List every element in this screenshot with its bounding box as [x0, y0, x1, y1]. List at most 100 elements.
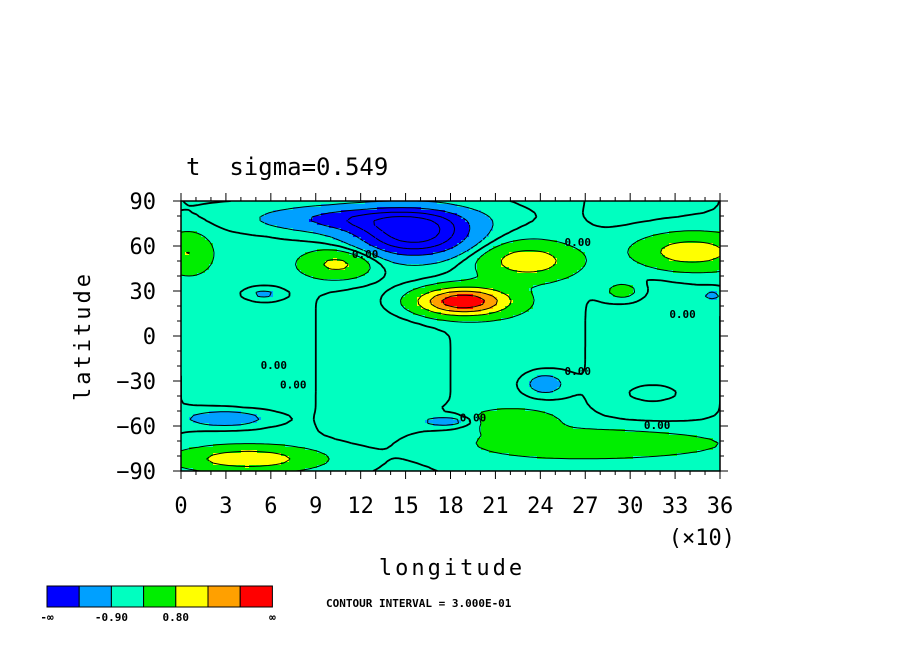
field-cell — [629, 273, 634, 277]
field-cell — [521, 258, 526, 262]
field-cell — [197, 219, 202, 223]
field-cell — [569, 234, 574, 238]
field-cell — [425, 234, 430, 238]
field-cell — [353, 267, 358, 271]
field-cell — [665, 273, 670, 277]
field-cell — [237, 261, 242, 265]
field-cell — [613, 258, 618, 262]
field-cell — [389, 291, 394, 295]
field-cell — [629, 261, 634, 265]
field-cell — [421, 300, 426, 304]
field-cell — [601, 300, 606, 304]
field-cell — [277, 219, 282, 223]
field-cell — [381, 213, 386, 217]
field-cell — [265, 282, 270, 286]
field-cell — [669, 294, 674, 298]
field-cell — [589, 282, 594, 286]
field-cell — [365, 258, 370, 262]
field-cell — [309, 258, 314, 262]
field-cell — [661, 219, 666, 223]
field-cell — [541, 243, 546, 247]
field-cell — [293, 273, 298, 277]
field-cell — [181, 234, 186, 238]
field-cell — [305, 303, 310, 307]
field-cell — [545, 207, 550, 211]
field-cell — [537, 249, 542, 253]
field-cell — [689, 288, 694, 292]
field-cell — [377, 264, 382, 268]
field-cell — [389, 282, 394, 286]
field-cell — [197, 297, 202, 301]
field-cell — [429, 228, 434, 232]
field-cell — [681, 279, 686, 283]
field-cell — [637, 288, 642, 292]
field-cell — [241, 228, 246, 232]
field-cell — [533, 222, 538, 226]
field-cell — [605, 267, 610, 271]
field-cell — [633, 225, 638, 229]
field-cell — [657, 267, 662, 271]
field-cell — [665, 306, 670, 310]
field-cell — [281, 240, 286, 244]
field-cell — [681, 270, 686, 274]
field-cell — [573, 240, 578, 244]
field-cell — [713, 243, 718, 247]
field-cell — [513, 207, 518, 211]
field-cell — [461, 237, 466, 241]
field-cell — [537, 276, 542, 280]
field-cell — [573, 237, 578, 241]
field-cell — [193, 228, 198, 232]
field-cell — [469, 222, 474, 226]
field-cell — [629, 249, 634, 253]
field-cell — [545, 306, 550, 310]
field-cell — [629, 213, 634, 217]
field-cell — [409, 246, 414, 250]
field-cell — [369, 240, 374, 244]
field-cell — [485, 291, 490, 295]
field-cell — [365, 273, 370, 277]
field-cell — [393, 222, 398, 226]
field-cell — [537, 303, 542, 307]
field-cell — [421, 273, 426, 277]
field-cell — [241, 291, 246, 295]
field-cell — [309, 261, 314, 265]
field-cell — [533, 243, 538, 247]
field-cell — [625, 258, 630, 262]
field-cell — [605, 255, 610, 259]
field-cell — [717, 219, 720, 223]
field-cell — [649, 282, 654, 286]
field-cell — [253, 228, 258, 232]
field-cell — [241, 255, 246, 259]
field-cell — [233, 267, 238, 271]
field-cell — [653, 288, 658, 292]
field-cell — [705, 228, 710, 232]
field-cell — [689, 228, 694, 232]
field-cell — [517, 288, 522, 292]
field-cell — [705, 243, 710, 247]
field-cell — [625, 234, 630, 238]
field-cell — [709, 267, 714, 271]
field-cell — [685, 204, 690, 208]
field-cell — [369, 288, 374, 292]
field-cell — [661, 291, 666, 295]
field-cell — [461, 303, 466, 307]
field-cell — [393, 309, 398, 313]
field-cell — [521, 276, 526, 280]
field-cell — [313, 255, 318, 259]
field-cell — [693, 234, 698, 238]
field-cell — [517, 282, 522, 286]
field-cell — [677, 279, 682, 283]
field-cell — [581, 267, 586, 271]
field-cell — [461, 207, 466, 211]
field-cell — [405, 282, 410, 286]
field-cell — [453, 258, 458, 262]
field-cell — [365, 201, 370, 205]
field-cell — [605, 219, 610, 223]
field-cell — [597, 216, 602, 220]
field-cell — [637, 297, 642, 301]
field-cell — [681, 201, 686, 205]
field-cell — [233, 255, 238, 259]
field-cell — [613, 201, 618, 205]
field-cell — [601, 306, 606, 310]
field-cell — [505, 303, 510, 307]
